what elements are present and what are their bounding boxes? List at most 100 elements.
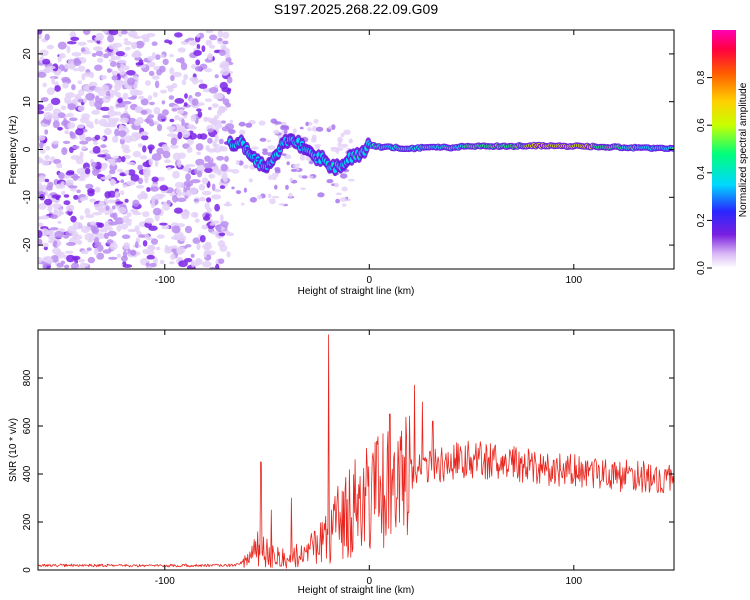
noise-speckle: [292, 163, 299, 169]
noise-speckle: [110, 53, 115, 61]
noise-speckle: [116, 224, 122, 232]
noise-speckle: [169, 54, 174, 58]
noise-speckle: [44, 155, 50, 160]
colorbar-tick-label: 0.2: [696, 213, 707, 227]
noise-speckle: [45, 145, 51, 151]
noise-speckle: [217, 168, 222, 176]
noise-speckle: [347, 198, 351, 202]
noise-speckle: [76, 239, 83, 245]
noise-speckle: [86, 39, 96, 43]
noise-speckle: [177, 47, 186, 53]
noise-speckle: [194, 168, 199, 175]
noise-speckle: [161, 100, 166, 105]
noise-speckle: [172, 71, 182, 78]
noise-speckle: [204, 241, 212, 247]
noise-speckle: [55, 163, 63, 167]
noise-speckle: [130, 42, 138, 50]
noise-speckle: [107, 230, 117, 237]
noise-speckle: [178, 152, 186, 159]
noise-speckle: [60, 260, 66, 265]
noise-speckle: [220, 68, 230, 76]
noise-speckle: [226, 251, 231, 258]
noise-speckle: [108, 256, 118, 260]
noise-speckle: [70, 36, 80, 42]
noise-speckle: [108, 43, 118, 50]
noise-speckle: [225, 201, 230, 207]
spectrogram-xlabel: Height of straight line (km): [298, 286, 415, 297]
noise-speckle: [187, 138, 194, 146]
spectrogram-ylabel: Frequency (Hz): [8, 116, 19, 185]
noise-speckle: [204, 202, 210, 210]
noise-speckle: [205, 39, 213, 46]
noise-speckle: [171, 225, 181, 234]
noise-speckle: [189, 76, 199, 82]
noise-speckle: [118, 130, 127, 138]
noise-speckle: [134, 241, 139, 249]
noise-speckle: [136, 231, 142, 236]
noise-speckle: [100, 106, 111, 111]
noise-speckle: [138, 95, 145, 100]
noise-speckle: [92, 212, 102, 216]
noise-speckle: [140, 98, 149, 106]
noise-speckle: [218, 138, 224, 145]
noise-speckle: [142, 240, 148, 247]
noise-speckle: [199, 196, 206, 202]
y-tick-label: 400: [22, 465, 33, 482]
noise-speckle: [52, 120, 60, 129]
noise-speckle: [343, 129, 351, 135]
noise-speckle: [201, 177, 209, 185]
noise-speckle: [225, 123, 235, 130]
y-tick-label: 0: [22, 146, 33, 152]
noise-speckle: [38, 175, 46, 179]
noise-speckle: [107, 34, 115, 43]
noise-speckle: [67, 103, 77, 111]
noise-speckle: [130, 249, 136, 256]
noise-speckle: [155, 54, 161, 60]
noise-speckle: [114, 191, 119, 199]
noise-speckle: [51, 112, 59, 120]
noise-speckle: [133, 82, 138, 89]
noise-speckle: [224, 155, 229, 162]
noise-speckle: [235, 190, 242, 195]
noise-speckle: [205, 30, 214, 34]
y-tick-label: 600: [22, 417, 33, 434]
noise-speckle: [91, 52, 97, 57]
noise-speckle: [288, 192, 293, 198]
noise-speckle: [196, 34, 201, 38]
noise-speckle: [210, 231, 219, 235]
noise-speckle: [161, 225, 170, 230]
noise-speckle: [167, 167, 172, 171]
noise-speckle: [127, 228, 138, 233]
noise-speckle: [126, 212, 132, 218]
noise-speckle: [111, 75, 118, 81]
y-tick-label: -10: [22, 190, 33, 205]
noise-speckle: [135, 185, 145, 189]
noise-speckle: [114, 128, 120, 137]
noise-speckle: [119, 117, 130, 124]
noise-speckle: [64, 63, 71, 70]
noise-speckle: [65, 242, 76, 246]
noise-speckle: [285, 184, 289, 190]
noise-speckle: [217, 37, 223, 42]
noise-speckle: [312, 125, 318, 132]
noise-speckle: [107, 227, 113, 231]
noise-speckle: [214, 134, 219, 143]
noise-speckle: [166, 133, 177, 137]
noise-speckle: [269, 198, 276, 205]
noise-speckle: [51, 76, 55, 85]
noise-speckle: [231, 186, 235, 190]
noise-speckle: [46, 185, 53, 191]
snr-series-line: [38, 334, 674, 569]
noise-speckle: [97, 57, 104, 63]
noise-speckle: [82, 85, 91, 92]
noise-speckle: [211, 183, 216, 191]
colorbar: 0.0 0.2 0.4 0.6 0.8 Normalized spectral ampl…: [696, 30, 749, 275]
noise-speckle: [38, 256, 43, 264]
noise-speckle: [176, 197, 187, 203]
noise-speckle: [266, 139, 271, 143]
noise-speckle: [71, 84, 76, 91]
noise-speckle: [38, 216, 44, 220]
noise-speckle: [38, 238, 43, 246]
noise-speckle: [208, 173, 216, 179]
noise-speckle: [171, 245, 178, 249]
